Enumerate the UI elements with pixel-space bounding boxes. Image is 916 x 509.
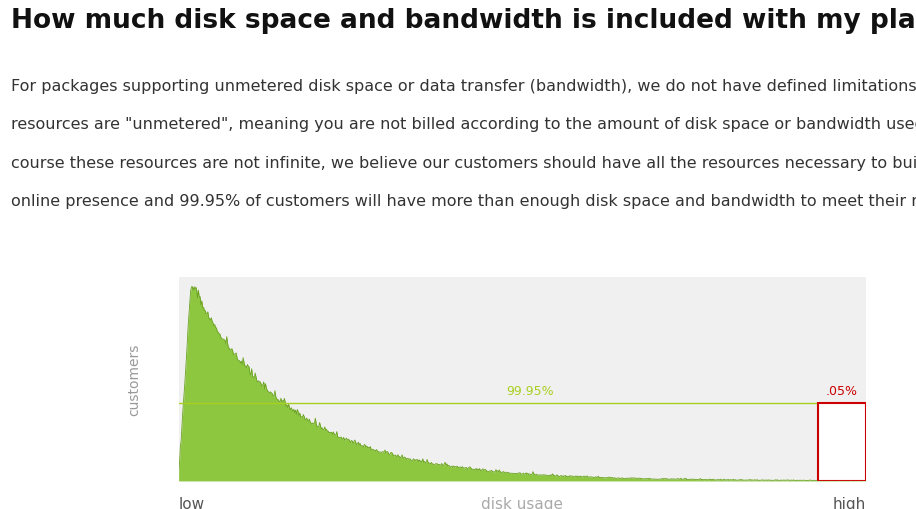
- Text: low: low: [179, 496, 205, 509]
- Text: disk usage: disk usage: [481, 496, 563, 509]
- Text: online presence and 99.95% of customers will have more than enough disk space an: online presence and 99.95% of customers …: [11, 193, 916, 208]
- Text: high: high: [833, 496, 866, 509]
- Bar: [818, 404, 866, 481]
- Text: course these resources are not infinite, we believe our customers should have al: course these resources are not infinite,…: [11, 155, 916, 170]
- Text: resources are "unmetered", meaning you are not billed according to the amount of: resources are "unmetered", meaning you a…: [11, 117, 916, 132]
- Text: For packages supporting unmetered disk space or data transfer (bandwidth), we do: For packages supporting unmetered disk s…: [11, 79, 916, 94]
- Text: 99.95%: 99.95%: [507, 385, 554, 398]
- Text: How much disk space and bandwidth is included with my plan?: How much disk space and bandwidth is inc…: [11, 8, 916, 34]
- Text: .05%: .05%: [825, 385, 857, 398]
- Text: customers: customers: [126, 343, 141, 415]
